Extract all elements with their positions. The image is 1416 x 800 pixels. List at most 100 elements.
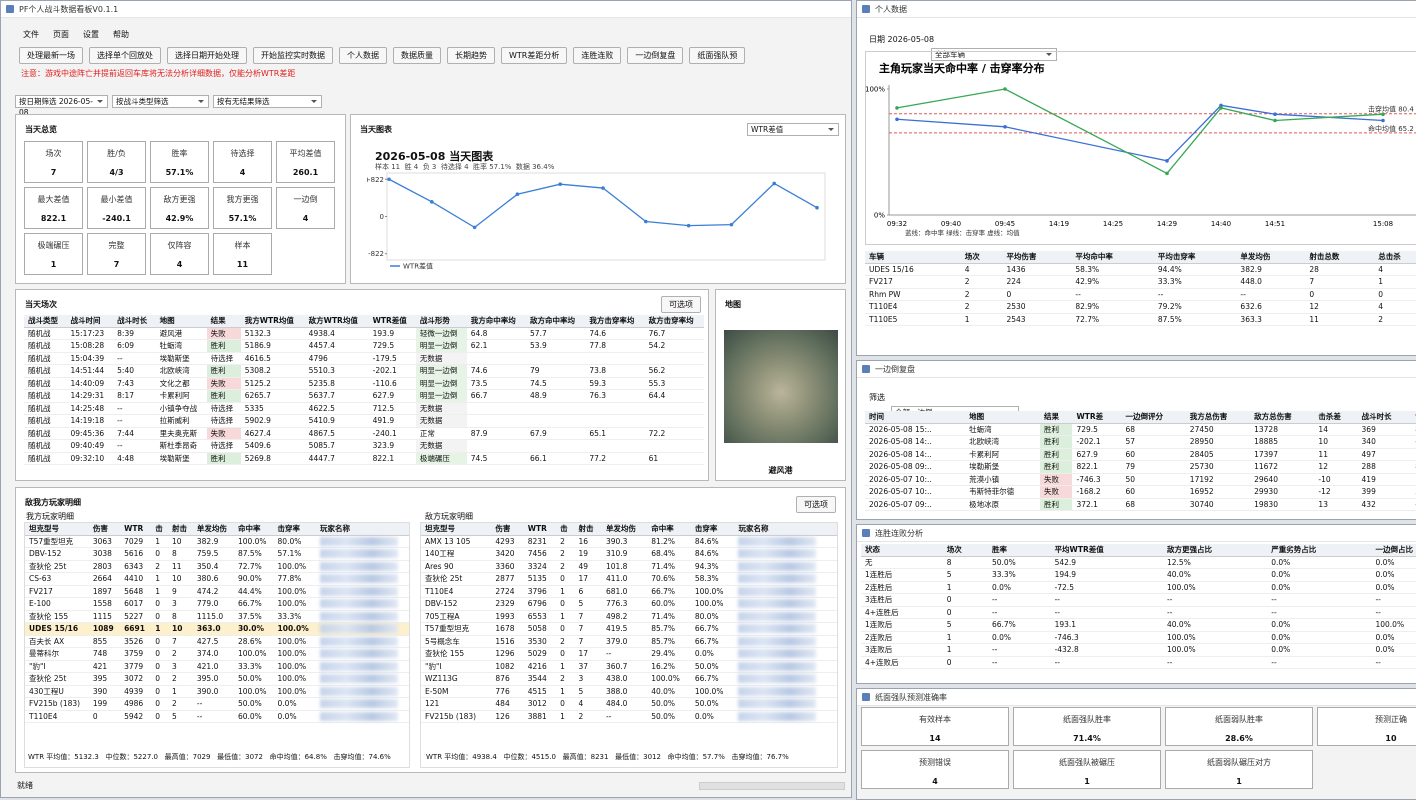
table-cell: 29930 — [1250, 485, 1315, 499]
menu-item[interactable]: 页面 — [53, 30, 69, 39]
table-cell: -- — [1236, 288, 1306, 301]
toolbar-button[interactable]: 开始监控实时数据 — [253, 47, 333, 64]
header-row: 战斗类型 战斗时间 战斗时长 地图 结果 我方WTR均值 敌方WTR均值 WTR差值 战斗形势我… — [24, 315, 704, 328]
table-row: 3连败后 1 -- -432.8 100.0% 0.0% 0.0% — [861, 643, 1416, 657]
table-cell: 3796 — [523, 585, 557, 598]
table-cell: 193.9 — [368, 327, 416, 340]
battle-type-filter[interactable]: 按战斗类型筛选 — [112, 95, 209, 108]
player-name — [315, 672, 409, 686]
toolbar-button[interactable]: 处理最新一场 — [19, 47, 83, 64]
table-cell: 776.3 — [601, 597, 648, 611]
table-cell: 390 — [88, 685, 121, 698]
table-cell: 胜利 — [1039, 435, 1073, 449]
data-point — [1273, 112, 1277, 116]
table-cell: 681.0 — [601, 585, 648, 598]
options-button[interactable]: 可选项 — [661, 296, 701, 313]
table-cell: 0 — [556, 597, 575, 611]
column-header: 一边倒占比 — [1371, 544, 1416, 557]
data-point — [729, 222, 734, 227]
column-header: 击穿率 — [273, 523, 316, 536]
table-cell: 310.9 — [601, 547, 648, 561]
day-chart: +822 0 -822 WTR差值 — [367, 172, 826, 271]
menu-item[interactable]: 文件 — [23, 30, 39, 39]
data-table: 战斗类型 战斗时间 战斗时长 地图 结果 我方WTR均值 敌方WTR均值 WTR差值 战斗形势我… — [24, 315, 704, 465]
table-cell: -168.2 — [1072, 485, 1122, 499]
date-filter[interactable]: 按日期筛选 2026-05-08 — [15, 95, 108, 117]
table-cell: 60 — [1121, 448, 1186, 461]
table-cell: 5648 — [120, 585, 152, 598]
table-cell: 74.5 — [526, 377, 586, 390]
data-point — [472, 225, 477, 230]
table-cell: 29.4% — [647, 647, 691, 661]
toolbar-button[interactable]: 选择日期开始处理 — [167, 47, 247, 64]
blurred-name — [319, 574, 398, 584]
progress-bar — [699, 782, 845, 790]
table-cell: 1 — [556, 610, 575, 623]
column-header: WTR — [120, 523, 152, 536]
table-row: 随机战 14:51:44 5:40 北欧峡湾 胜利 5308.2 5510.3 -202.1 明… — [24, 364, 704, 378]
toolbar-button[interactable]: WTR差距分析 — [501, 47, 568, 64]
blurred-name — [738, 549, 817, 559]
table-cell: 380.6 — [192, 572, 234, 586]
table-cell: 待选择 — [206, 352, 241, 365]
table-cell: 4 — [1374, 263, 1416, 276]
blurred-name — [319, 649, 398, 659]
table-cell: 66.1 — [526, 452, 586, 465]
menu-item[interactable]: 设置 — [83, 30, 99, 39]
table-cell: 2026-05-07 10:.. — [865, 473, 966, 486]
options-button[interactable]: 可选项 — [796, 496, 836, 513]
menu-item[interactable]: 帮助 — [113, 30, 129, 39]
table-cell: 2 — [556, 635, 575, 648]
metric-select[interactable]: WTR差值 — [747, 123, 839, 136]
table-cell: 350.4 — [192, 560, 234, 573]
table-cell: 轻微一边倒 — [415, 327, 467, 340]
header-row: 车辆场次平均伤害平均命中率平均击穿率单发均伤射击总数总击杀总经验 — [865, 251, 1416, 264]
table-cell: 5125.2 — [240, 377, 305, 390]
table-cell: -202.1 — [368, 364, 416, 378]
data-point — [1219, 103, 1223, 108]
toolbar-button[interactable]: 数据质量 — [393, 47, 441, 64]
table-cell: 12 — [1314, 460, 1358, 474]
toolbar-button[interactable]: 个人数据 — [339, 47, 387, 64]
chart-title: 2026-05-08 当天图表 — [375, 150, 494, 163]
column-header: 我方WTR均值 — [240, 315, 305, 328]
toolbar-button[interactable]: 一边倒复盘 — [627, 47, 684, 64]
table-cell: 1 — [556, 660, 575, 673]
table-cell: 126 — [491, 710, 524, 723]
table-cell: 74.5 — [466, 452, 527, 465]
table-cell: 100.0% — [1163, 581, 1268, 594]
result-filter[interactable]: 按有无结果筛选 — [213, 95, 322, 108]
table-cell: -- — [1267, 656, 1372, 669]
toolbar-button[interactable]: 连胜连败 — [573, 47, 622, 64]
table-cell: 随机战 — [24, 352, 67, 365]
table-cell: 19 — [574, 547, 602, 561]
table-cell: -432.8 — [1050, 643, 1163, 657]
table-cell: 3759 — [120, 647, 152, 661]
player-name — [734, 610, 837, 623]
table-cell — [644, 414, 704, 428]
table-cell: 7 — [574, 635, 602, 648]
table-row: 随机战 15:04:39 -- 埃勒斯堡 待选择 4616.5 4796 -179.5 无数据 — [24, 352, 704, 365]
table-cell: 61 — [644, 452, 704, 465]
toolbar-button[interactable]: 选择单个回放处 — [89, 47, 161, 64]
table-cell: 0.0% — [1267, 618, 1372, 632]
table-cell: 498.2 — [601, 610, 648, 623]
header-row: 状态 场次 胜率 平均WTR差值 敌方更强占比 严重劣势占比 一边倒占比 — [861, 544, 1416, 557]
table-cell: WZ113G — [421, 672, 492, 686]
column-header: 严重劣势占比 — [1267, 544, 1372, 557]
stat-label: 平均差值 — [289, 149, 322, 158]
toolbar-button[interactable]: 长期趋势 — [447, 47, 495, 64]
table-cell: 3 — [574, 672, 602, 686]
table-cell: 10.9% — [1411, 473, 1416, 486]
chart-subtitle: 样本 11 胜 4 负 3 待选择 4 胜率 57.1% 数据 36.4% — [375, 163, 555, 171]
table-cell: 5235.8 — [304, 377, 369, 390]
table-row: 随机战 14:29:31 8:17 卡累利阿 胜利 6265.7 5637.7 627.9 明显… — [24, 389, 704, 403]
table-cell: 484.0 — [601, 697, 648, 711]
table-cell: -- — [113, 352, 156, 365]
toolbar-button[interactable]: 纸面强队预 — [689, 47, 746, 64]
table-cell: 40.0% — [1163, 618, 1268, 632]
table-cell: -- — [1371, 593, 1416, 607]
column-header: 总击杀 — [1374, 251, 1416, 264]
table-cell: 5058 — [523, 622, 557, 636]
